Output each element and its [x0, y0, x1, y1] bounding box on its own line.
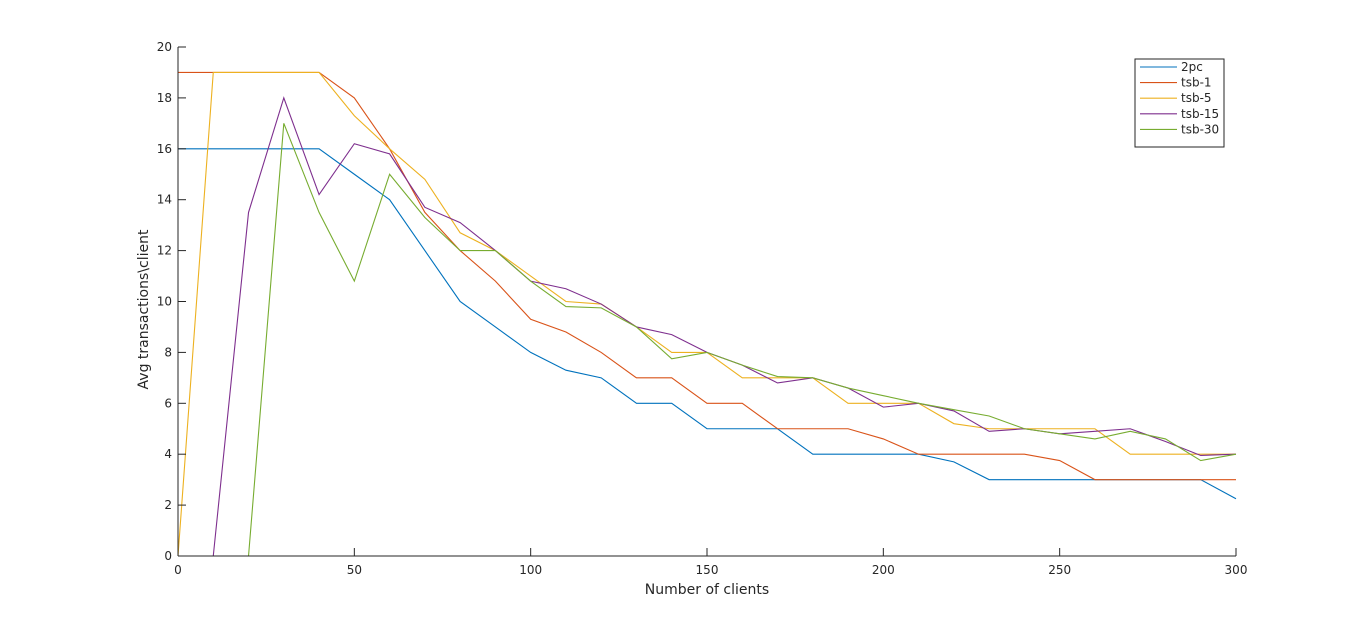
legend-label: tsb-15	[1181, 107, 1219, 121]
legend-box	[1134, 58, 1225, 148]
legend-label: tsb-5	[1181, 91, 1212, 105]
series-line-tsb-1	[178, 71, 1236, 481]
x-tick-label: 250	[1048, 563, 1071, 577]
y-tick-label: 14	[157, 193, 172, 207]
y-tick-label: 6	[164, 396, 172, 410]
legend-label: tsb-1	[1181, 76, 1212, 90]
y-axis-title: Avg transactions\client	[136, 229, 152, 389]
y-tick-label: 4	[164, 447, 172, 461]
x-ticks: 0 50 100 150 200 250 300	[174, 548, 1247, 577]
y-tick-label: 16	[157, 142, 172, 156]
legend-label: tsb-30	[1181, 122, 1219, 136]
legend-item: tsb-15	[1140, 107, 1219, 121]
x-tick-label: 100	[519, 563, 542, 577]
y-tick-label: 2	[164, 498, 172, 512]
y-tick-label: 18	[157, 91, 172, 105]
legend-item: tsb-5	[1140, 91, 1212, 105]
legend-item: 2pc	[1140, 60, 1203, 74]
x-tick-label: 0	[174, 563, 182, 577]
legend-item: tsb-1	[1140, 76, 1212, 90]
legend-label: 2pc	[1181, 60, 1203, 74]
y-tick-label: 20	[157, 40, 172, 54]
series-lines	[177, 71, 1237, 557]
y-tick-label: 12	[157, 244, 172, 258]
legend-item: tsb-30	[1140, 122, 1219, 136]
series-line-tsb-15	[178, 96, 1237, 557]
y-tick-label: 10	[157, 295, 172, 309]
x-axis-title: Number of clients	[645, 582, 769, 598]
x-tick-label: 150	[696, 563, 719, 577]
y-tick-label: 0	[164, 549, 172, 563]
x-tick-label: 50	[347, 563, 362, 577]
series-line-tsb-5	[177, 71, 1236, 557]
y-tick-label: 8	[164, 345, 172, 359]
series-line-tsb-30	[178, 123, 1237, 557]
series-line-2pc	[178, 148, 1237, 500]
y-ticks: 0 2 4 6 8 10 12 14 16 18 20	[157, 40, 186, 563]
x-tick-label: 300	[1225, 563, 1248, 577]
x-tick-label: 200	[872, 563, 895, 577]
